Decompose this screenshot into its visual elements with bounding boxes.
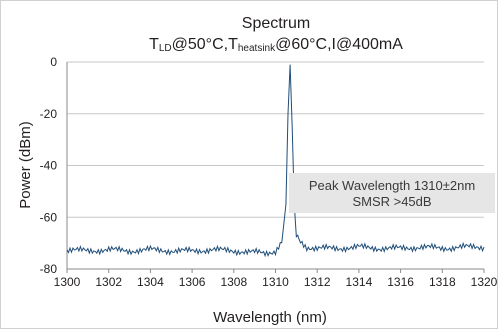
x-tick-label: 1300 [54, 275, 81, 289]
x-tick-label: 1306 [179, 275, 206, 289]
annotation-background [289, 173, 495, 213]
y-tick-label: -60 [40, 210, 58, 224]
tick-labels: 1300 1302 1304 1306 1308 1310 1312 1314 1316 1318… [40, 55, 498, 289]
x-tick-label: 1320 [471, 275, 498, 289]
chart-title: Spectrum [242, 15, 310, 32]
x-tick-label: 1308 [220, 275, 247, 289]
series-line [66, 64, 485, 258]
y-tick-label: 0 [50, 55, 57, 69]
chart-subtitle: TLD@50°C,Theatsink@60°C,I@400mA [149, 36, 403, 54]
y-tick-label: -80 [40, 262, 58, 276]
x-tick-label: 1304 [137, 275, 164, 289]
x-tick-label: 1318 [429, 275, 456, 289]
x-tick-label: 1314 [346, 275, 373, 289]
x-axis-label: Wavelength (nm) [213, 309, 327, 326]
y-tick-label: -20 [40, 107, 58, 121]
x-tick-label: 1310 [262, 275, 289, 289]
x-tick-label: 1312 [304, 275, 331, 289]
grid-lines [67, 61, 484, 270]
annotation-line-1: Peak Wavelength 1310±2nm [309, 178, 475, 193]
y-axis-label: Power (dBm) [17, 121, 34, 209]
annotation-line-2: SMSR >45dB [352, 194, 431, 209]
y-tick-label: -40 [40, 159, 58, 173]
x-tick-label: 1316 [387, 275, 414, 289]
x-tick-label: 1302 [95, 275, 122, 289]
annotation-box: Peak Wavelength 1310±2nm SMSR >45dB [289, 173, 495, 213]
